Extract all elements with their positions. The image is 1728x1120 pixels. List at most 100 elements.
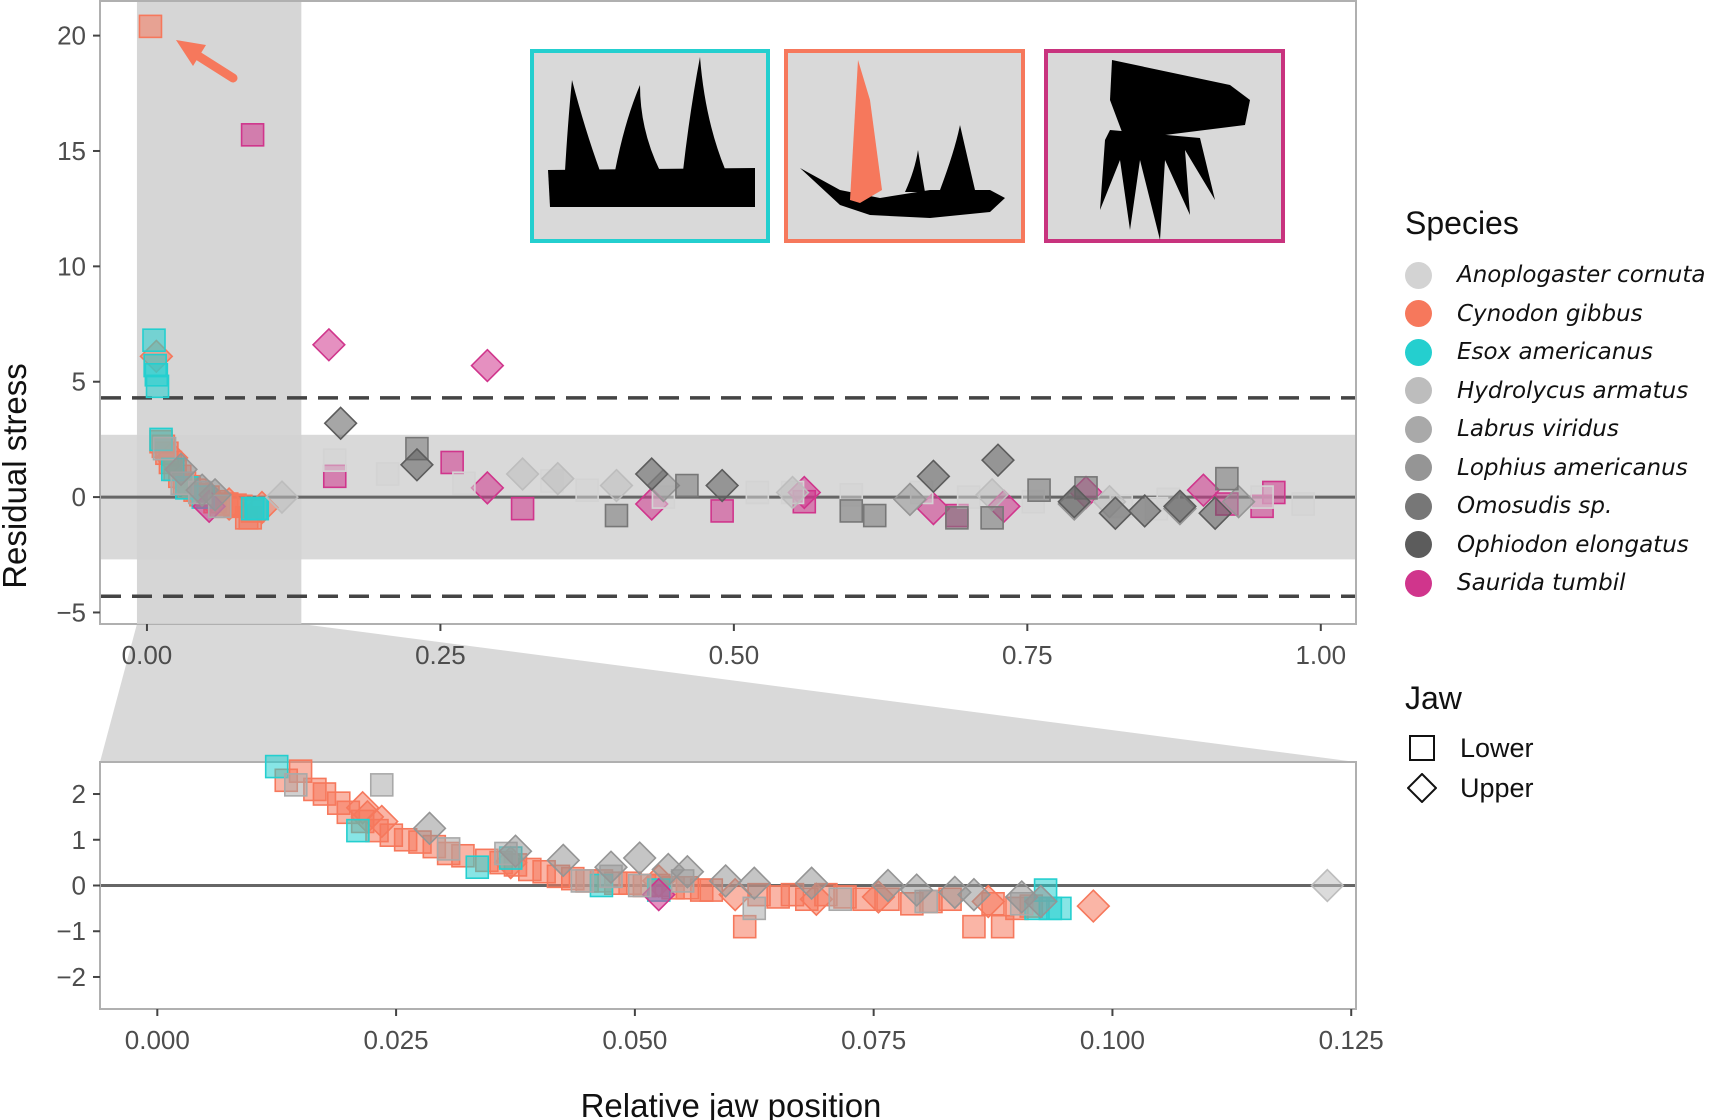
point-ophiodon-elongatus-upper [399,447,434,482]
legend-item-jaw-upper: Upper [1405,769,1534,807]
point-lophius-americanus-upper [1221,484,1256,519]
point-anoplogaster-cornuta-lower [1250,485,1274,509]
legend-item-lophius-americanus: Lophius americanus [1405,449,1688,487]
y-tick-label: 1 [72,825,86,855]
legend-label: Lophius americanus [1457,454,1688,481]
point-saurida-tumbil-upper [470,470,505,505]
point-esox-americanus-lower [142,328,166,352]
point-omosudis-sp-lower [675,473,699,498]
point-esox-americanus-lower [346,818,370,843]
point-esox-americanus-lower [245,496,270,521]
legend-label: Esox americanus [1457,339,1653,365]
zoom-x-axis: 0.000 0.025 0.050 0.075 0.100 0.125 [125,1009,1384,1055]
point-saurida-tumbil-lower [710,499,734,523]
point-ophiodon-elongatus-upper [1057,484,1092,519]
legend-swatch [1405,415,1432,443]
point-lophius-americanus-upper [871,868,905,903]
saurida-teeth-silhouette [1044,49,1285,243]
y-tick-label: 2 [72,779,86,809]
point-lophius-americanus-upper [708,863,743,898]
point-anoplogaster-cornuta-lower [375,462,400,486]
point-hydrolycus-armatus-upper [775,475,810,510]
point-saurida-tumbil-upper [311,327,346,362]
point-omosudis-sp-lower [862,503,887,528]
point-saurida-tumbil-lower [510,496,535,521]
point-ophiodon-elongatus-upper [1198,496,1233,531]
point-anoplogaster-cornuta-lower [575,478,599,502]
legend-swatch [1405,300,1432,327]
point-ophiodon-elongatus-upper [1162,489,1197,524]
point-labrus-viridus-lower [828,887,853,912]
point-labrus-viridus-lower [627,873,652,898]
point-labrus-viridus-lower [436,837,461,861]
main-data-points [138,14,1315,531]
point-anoplogaster-cornuta-lower [1291,492,1315,516]
point-ophiodon-elongatus-upper [1127,493,1162,528]
x-axis-title: Relative jaw position [581,1087,882,1120]
point-labrus-viridus-lower [369,773,394,797]
point-labrus-viridus-lower [742,896,767,921]
x-tick-label: 0.100 [1080,1025,1145,1055]
main-x-axis: 0.00 0.25 0.50 0.75 1.00 [122,624,1346,670]
legend-swatch [1405,492,1432,520]
point-saurida-tumbil-lower [240,123,265,147]
x-tick-label: 0.075 [841,1025,906,1055]
legend-swatch [1405,569,1432,597]
point-lophius-americanus-upper [1023,884,1058,919]
point-lophius-americanus-upper [622,841,657,876]
point-lophius-americanus-upper [546,843,581,878]
legend-label: Lower [1460,732,1534,763]
legend-label: Ophiodon elongatus [1457,531,1689,558]
legend-label: Cynodon gibbus [1457,300,1643,327]
point-lophius-americanus-upper [892,482,927,517]
point-esox-americanus-lower [145,374,170,399]
legend-label: Omosudis sp. [1457,493,1613,519]
point-ophiodon-elongatus-upper [323,406,358,441]
zoom-plot-panel: 0.000 0.025 0.050 0.075 0.100 0.125 −2 −1 0 1 2 [56,754,1384,1055]
legend-item-omosudis-sp: Omosudis sp. [1405,487,1612,525]
point-ophiodon-elongatus-upper [981,443,1015,478]
point-hydrolycus-armatus-upper [264,480,299,515]
esox-teeth-silhouette [530,49,770,243]
x-tick-label: 0.00 [122,640,173,670]
zoom-data-points [264,754,1345,939]
point-hydrolycus-armatus-upper [599,468,634,503]
point-cynodon-gibbus-lower [138,14,163,39]
legend-swatch [1405,377,1432,404]
x-tick-label: 0.125 [1319,1025,1384,1055]
point-cynodon-gibbus-upper [1076,889,1111,924]
square-icon [1409,735,1435,761]
y-tick-label: −5 [56,597,86,627]
zoom-highlight-region [136,2,302,624]
x-tick-label: 1.00 [1295,640,1346,670]
main-plot-panel: 0.00 0.25 0.50 0.75 1.00 −5 0 5 10 15 20 [56,0,1357,670]
zoom-y-axis: −2 −1 0 1 2 [56,779,100,992]
legend-label: Anoplogaster cornuta [1457,262,1706,288]
point-lophius-americanus-upper [794,866,829,901]
point-omosudis-sp-lower [839,499,864,523]
point-ophiodon-elongatus-upper [634,457,669,491]
point-ophiodon-elongatus-upper [705,468,740,503]
zoom-connector-region [100,624,1356,762]
point-cynodon-gibbus-upper [364,804,399,839]
diamond-icon [1407,773,1437,803]
x-tick-label: 0.75 [1002,640,1053,670]
point-cynodon-gibbus-lower [962,914,986,939]
point-omosudis-sp-lower [1027,478,1051,502]
point-esox-americanus-lower [264,754,289,779]
point-lophius-americanus-upper [670,854,705,889]
point-saurida-tumbil-upper [470,348,505,383]
main-y-axis: −5 0 5 10 15 20 [56,21,100,627]
legend-item-anoplogaster-cornuta: Anoplogaster cornuta [1405,256,1706,294]
legend-swatch [1405,338,1432,366]
point-lophius-americanus-upper [737,866,772,901]
legend-item-labrus-viridus: Labrus viridus [1405,410,1619,448]
point-cynodon-gibbus-lower [990,914,1015,939]
x-tick-label: 0.000 [125,1025,190,1055]
y-tick-label: 0 [72,482,86,512]
point-esox-americanus-lower [465,855,490,880]
point-anoplogaster-cornuta-lower [452,471,476,496]
species-legend-title: Species [1405,205,1519,241]
point-omosudis-sp-lower [604,503,629,528]
point-ophiodon-elongatus-upper [1098,496,1133,531]
